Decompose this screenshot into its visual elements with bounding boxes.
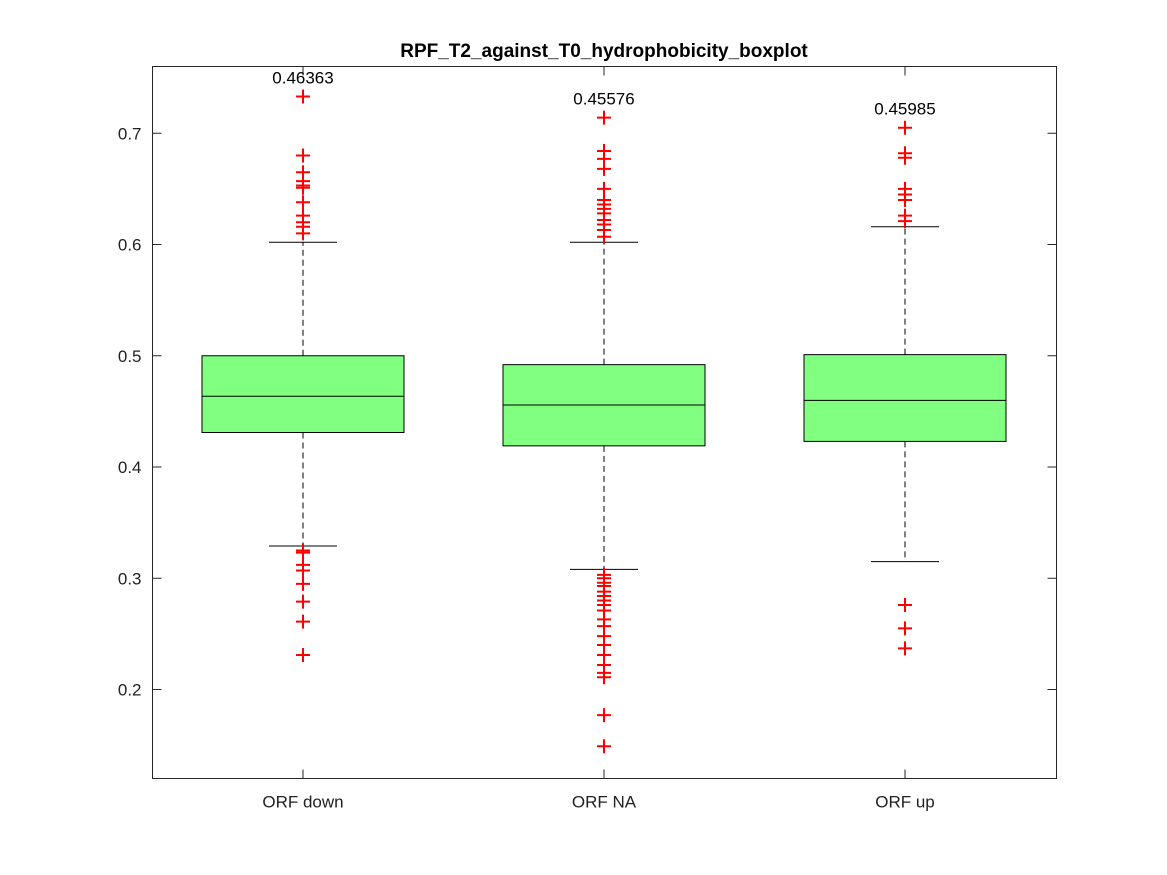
outlier-marker — [296, 545, 310, 560]
y-tick-label: 0.7 — [118, 124, 142, 143]
x-tick-label: ORF up — [875, 793, 935, 812]
outlier-marker — [597, 229, 611, 244]
median-value-label: 0.45576 — [573, 90, 634, 109]
outlier-marker — [597, 670, 611, 685]
outlier-marker — [597, 110, 611, 125]
outlier-marker — [597, 739, 611, 754]
outlier-marker — [898, 120, 912, 135]
median-value-label: 0.45985 — [874, 100, 935, 119]
outlier-marker — [296, 89, 310, 104]
median-value-label: 0.46363 — [272, 69, 333, 88]
outlier-marker — [296, 180, 310, 195]
y-axis: 0.2 0.3 0.4 0.5 0.6 0.7 — [118, 124, 1057, 700]
outlier-marker — [898, 597, 912, 612]
outlier-marker — [296, 148, 310, 163]
box-orf-down: 0.46363 — [201, 69, 405, 663]
boxes-group: 0.46363 0.45576 0.45985 — [201, 69, 1007, 754]
outlier-marker — [597, 708, 611, 723]
x-tick-label: ORF NA — [572, 793, 637, 812]
outlier-marker — [898, 641, 912, 656]
outlier-marker — [898, 214, 912, 229]
y-tick-label: 0.6 — [118, 236, 142, 255]
x-axis: ORF down ORF NA ORF up — [262, 66, 935, 812]
outlier-marker — [597, 161, 611, 176]
outlier-marker — [296, 563, 310, 578]
box-orf-up: 0.45985 — [803, 100, 1007, 656]
y-tick-label: 0.5 — [118, 347, 142, 366]
box-orf-na: 0.45576 — [502, 90, 706, 754]
y-tick-label: 0.2 — [118, 681, 142, 700]
outlier-marker — [296, 614, 310, 629]
outlier-marker — [296, 195, 310, 210]
outlier-marker — [296, 226, 310, 241]
x-tick-label: ORF down — [262, 793, 343, 812]
iqr-box — [803, 354, 1007, 442]
y-tick-label: 0.3 — [118, 569, 142, 588]
iqr-box — [201, 355, 405, 434]
outlier-marker — [296, 576, 310, 591]
outlier-marker — [296, 594, 310, 609]
outlier-marker — [898, 193, 912, 207]
y-tick-label: 0.4 — [118, 458, 142, 477]
outlier-marker — [898, 150, 912, 165]
chart-title: RPF_T2_against_T0_hydrophobicity_boxplot — [400, 41, 808, 62]
outlier-marker — [296, 648, 310, 663]
outlier-marker — [898, 621, 912, 636]
